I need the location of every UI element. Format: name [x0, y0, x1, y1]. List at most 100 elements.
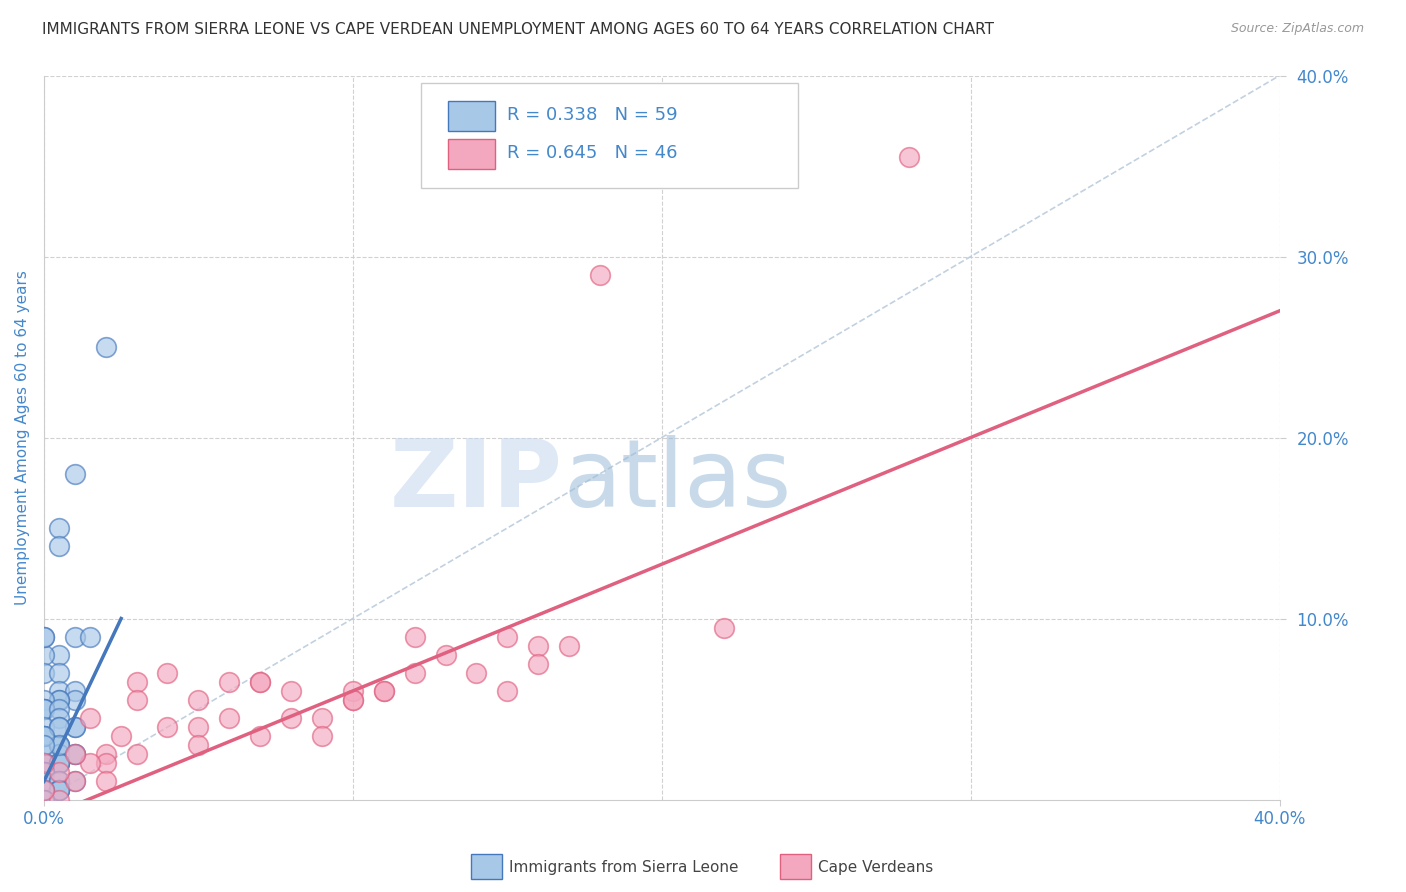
Point: [527, 657, 550, 671]
Point: [48, 738, 70, 752]
Y-axis label: Unemployment Among Ages 60 to 64 years: Unemployment Among Ages 60 to 64 years: [15, 270, 30, 605]
Point: [32, 756, 55, 771]
Point: [32, 756, 55, 771]
Point: [125, 674, 148, 689]
Point: [32, 774, 55, 789]
Point: [94, 747, 117, 762]
Point: [32, 693, 55, 707]
Point: [94, 340, 117, 354]
Point: [48, 792, 70, 806]
Point: [156, 720, 179, 734]
Point: [63, 630, 86, 644]
Text: Source: ZipAtlas.com: Source: ZipAtlas.com: [1230, 22, 1364, 36]
Point: [48, 783, 70, 797]
Point: [32, 765, 55, 780]
Point: [558, 639, 581, 653]
Text: R = 0.645   N = 46: R = 0.645 N = 46: [508, 144, 678, 162]
Point: [63, 467, 86, 481]
Point: [32, 648, 55, 662]
Text: Cape Verdeans: Cape Verdeans: [818, 860, 934, 874]
Point: [311, 729, 333, 743]
FancyBboxPatch shape: [449, 138, 495, 169]
Text: ZIP: ZIP: [389, 435, 562, 527]
Point: [48, 720, 70, 734]
Point: [32, 783, 55, 797]
Point: [897, 150, 920, 164]
Point: [94, 774, 117, 789]
Point: [32, 729, 55, 743]
Point: [63, 693, 86, 707]
Point: [32, 756, 55, 771]
Point: [32, 702, 55, 716]
Point: [63, 720, 86, 734]
Point: [589, 268, 612, 282]
Point: [63, 774, 86, 789]
Point: [32, 729, 55, 743]
Point: [48, 738, 70, 752]
Point: [48, 774, 70, 789]
Point: [32, 783, 55, 797]
Point: [342, 693, 364, 707]
Point: [32, 792, 55, 806]
Point: [249, 729, 271, 743]
Point: [63, 747, 86, 762]
Point: [32, 665, 55, 680]
Point: [48, 648, 70, 662]
Point: [48, 774, 70, 789]
Point: [496, 684, 519, 698]
Point: [32, 765, 55, 780]
Point: [342, 693, 364, 707]
Point: [280, 684, 302, 698]
Point: [48, 738, 70, 752]
Point: [94, 756, 117, 771]
Point: [32, 630, 55, 644]
Point: [63, 747, 86, 762]
Point: [156, 665, 179, 680]
Point: [48, 539, 70, 553]
Point: [249, 674, 271, 689]
Point: [404, 630, 426, 644]
Point: [63, 747, 86, 762]
Point: [32, 702, 55, 716]
Text: R = 0.338   N = 59: R = 0.338 N = 59: [508, 106, 678, 124]
Point: [63, 774, 86, 789]
Point: [32, 738, 55, 752]
Point: [32, 720, 55, 734]
Point: [48, 693, 70, 707]
Point: [465, 665, 488, 680]
Point: [79, 756, 101, 771]
Point: [79, 630, 101, 644]
Point: [32, 756, 55, 771]
Point: [32, 729, 55, 743]
Point: [32, 792, 55, 806]
Point: [218, 674, 240, 689]
Point: [527, 639, 550, 653]
Point: [48, 711, 70, 725]
Point: [48, 765, 70, 780]
Point: [48, 702, 70, 716]
Point: [125, 693, 148, 707]
Text: Immigrants from Sierra Leone: Immigrants from Sierra Leone: [509, 860, 738, 874]
Point: [373, 684, 395, 698]
Point: [48, 756, 70, 771]
Point: [48, 783, 70, 797]
Text: IMMIGRANTS FROM SIERRA LEONE VS CAPE VERDEAN UNEMPLOYMENT AMONG AGES 60 TO 64 YE: IMMIGRANTS FROM SIERRA LEONE VS CAPE VER…: [42, 22, 994, 37]
Point: [110, 729, 132, 743]
Point: [63, 720, 86, 734]
Point: [32, 702, 55, 716]
FancyBboxPatch shape: [420, 83, 797, 187]
Point: [48, 756, 70, 771]
Text: atlas: atlas: [562, 435, 792, 527]
Point: [32, 747, 55, 762]
Point: [32, 756, 55, 771]
Point: [249, 674, 271, 689]
Point: [79, 711, 101, 725]
Point: [48, 521, 70, 535]
FancyBboxPatch shape: [449, 101, 495, 131]
Point: [48, 720, 70, 734]
Point: [32, 765, 55, 780]
Point: [713, 621, 735, 635]
Point: [125, 747, 148, 762]
Point: [434, 648, 457, 662]
Point: [48, 783, 70, 797]
